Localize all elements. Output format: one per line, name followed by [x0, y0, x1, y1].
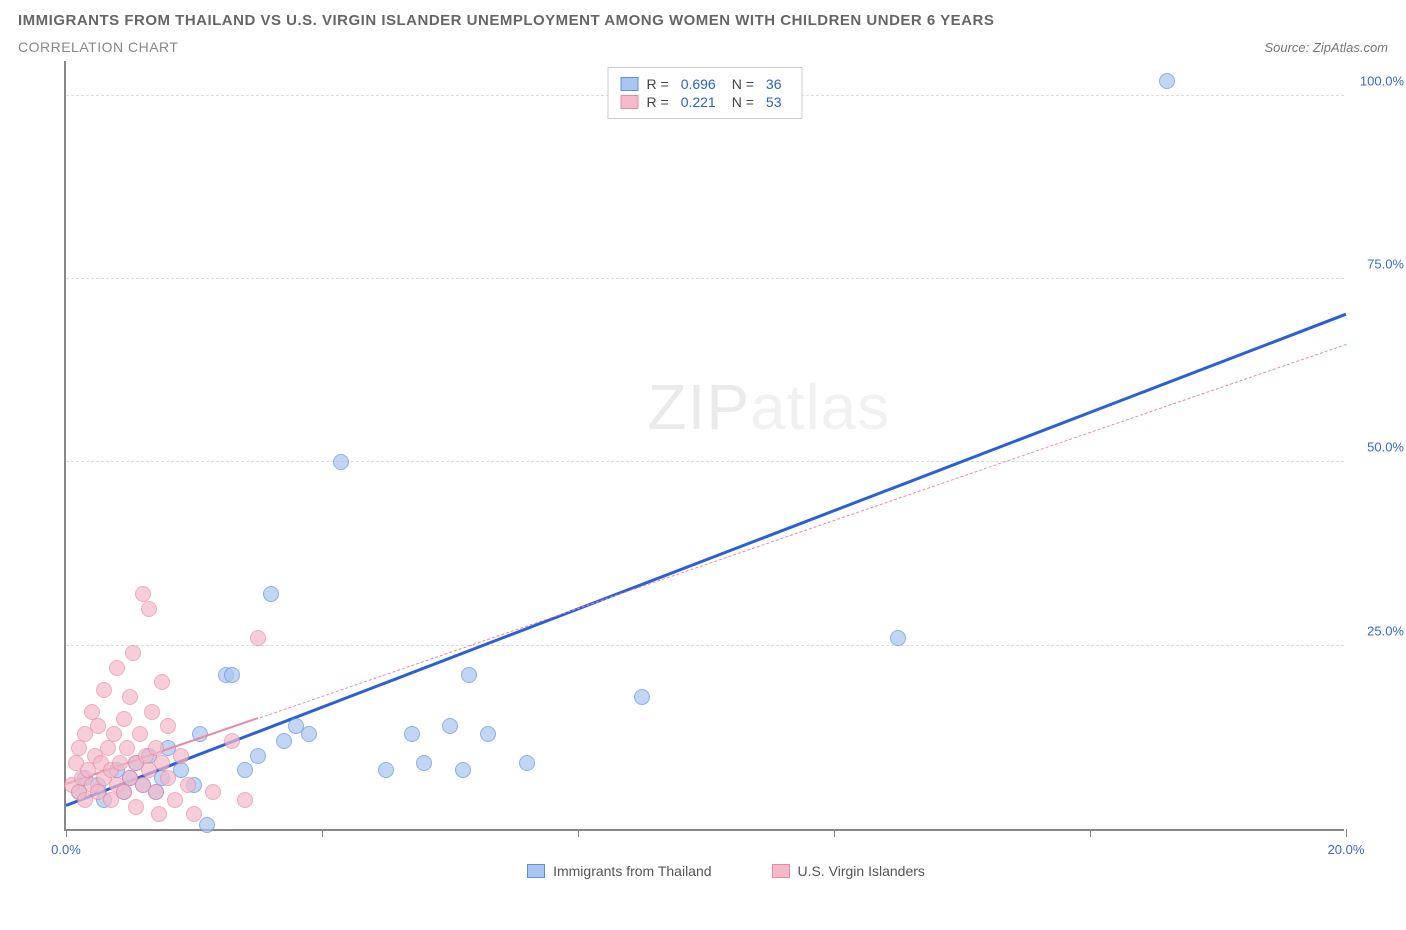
data-point — [634, 689, 650, 705]
chart-subtitle: CORRELATION CHART — [18, 39, 178, 55]
legend-row: R = 0.696 N = 36 — [621, 76, 790, 92]
chart-container: Unemployment Among Women with Children U… — [18, 61, 1388, 879]
legend-series-name: U.S. Virgin Islanders — [798, 863, 925, 879]
data-point — [224, 667, 240, 683]
data-point — [144, 704, 160, 720]
data-point — [173, 748, 189, 764]
data-point — [404, 726, 420, 742]
x-tick — [1090, 829, 1091, 837]
y-tick-label: 50.0% — [1367, 440, 1404, 455]
data-point — [442, 718, 458, 734]
data-point — [455, 762, 471, 778]
data-point — [125, 645, 141, 661]
data-point — [378, 762, 394, 778]
legend-swatch — [527, 864, 545, 878]
data-point — [263, 586, 279, 602]
data-point — [224, 733, 240, 749]
data-point — [301, 726, 317, 742]
trend-line — [65, 313, 1346, 807]
data-point — [151, 806, 167, 822]
data-point — [119, 740, 135, 756]
data-point — [106, 726, 122, 742]
data-point — [199, 817, 215, 833]
source-label: Source: ZipAtlas.com — [1264, 40, 1388, 55]
y-tick-label: 25.0% — [1367, 623, 1404, 638]
legend-swatch — [772, 864, 790, 878]
data-point — [116, 711, 132, 727]
legend-r-label: R = — [647, 94, 669, 110]
legend-r-value: 0.696 — [681, 76, 716, 92]
data-point — [116, 784, 132, 800]
data-point — [96, 682, 112, 698]
data-point — [480, 726, 496, 742]
legend-series-name: Immigrants from Thailand — [553, 863, 711, 879]
x-tick-label: 0.0% — [51, 842, 81, 857]
gridline — [66, 278, 1344, 279]
data-point — [148, 740, 164, 756]
legend-r-value: 0.221 — [681, 94, 716, 110]
data-point — [461, 667, 477, 683]
data-point — [416, 755, 432, 771]
data-point — [154, 755, 170, 771]
legend-swatch — [621, 95, 639, 109]
data-point — [109, 660, 125, 676]
legend-r-label: R = — [647, 76, 669, 92]
data-point — [890, 630, 906, 646]
data-point — [250, 630, 266, 646]
data-point — [148, 784, 164, 800]
legend-n-label: N = — [732, 76, 754, 92]
series-legend: Immigrants from Thailand U.S. Virgin Isla… — [64, 863, 1388, 879]
y-tick-label: 100.0% — [1360, 73, 1404, 88]
data-point — [276, 733, 292, 749]
data-point — [141, 601, 157, 617]
data-point — [90, 718, 106, 734]
data-point — [135, 586, 151, 602]
chart: R =0.696N =36R =0.221N =53 ZIPatlas 25.0… — [64, 61, 1388, 879]
data-point — [132, 726, 148, 742]
x-tick-label: 20.0% — [1328, 842, 1365, 857]
legend-row: R = 0.221 N = 53 — [621, 94, 790, 110]
data-point — [160, 718, 176, 734]
legend-item: Immigrants from Thailand — [527, 863, 711, 879]
data-point — [122, 689, 138, 705]
legend-n-label: N = — [732, 94, 754, 110]
data-point — [205, 784, 221, 800]
data-point — [333, 454, 349, 470]
legend-n-value: 36 — [766, 76, 782, 92]
y-tick-label: 75.0% — [1367, 257, 1404, 272]
data-point — [237, 762, 253, 778]
data-point — [71, 740, 87, 756]
plot-area: R =0.696N =36R =0.221N =53 ZIPatlas 25.0… — [64, 61, 1344, 831]
header-row: CORRELATION CHART Source: ZipAtlas.com — [18, 39, 1388, 55]
data-point — [84, 704, 100, 720]
gridline — [66, 461, 1344, 462]
legend-swatch — [621, 77, 639, 91]
correlation-legend: R = 0.696 N = 36 R = 0.221 N = 53 — [608, 67, 803, 119]
data-point — [128, 799, 144, 815]
data-point — [519, 755, 535, 771]
data-point — [167, 792, 183, 808]
x-tick — [66, 829, 67, 837]
data-point — [180, 777, 196, 793]
data-point — [186, 806, 202, 822]
data-point — [160, 770, 176, 786]
x-tick — [1346, 829, 1347, 837]
data-point — [1159, 73, 1175, 89]
data-point — [112, 755, 128, 771]
data-point — [154, 674, 170, 690]
chart-title: IMMIGRANTS FROM THAILAND VS U.S. VIRGIN … — [18, 12, 1388, 29]
legend-n-value: 53 — [766, 94, 782, 110]
x-tick — [322, 829, 323, 837]
x-tick — [578, 829, 579, 837]
watermark: ZIPatlas — [648, 370, 891, 444]
x-tick — [834, 829, 835, 837]
data-point — [100, 740, 116, 756]
legend-item: U.S. Virgin Islanders — [772, 863, 925, 879]
data-point — [237, 792, 253, 808]
data-point — [250, 748, 266, 764]
